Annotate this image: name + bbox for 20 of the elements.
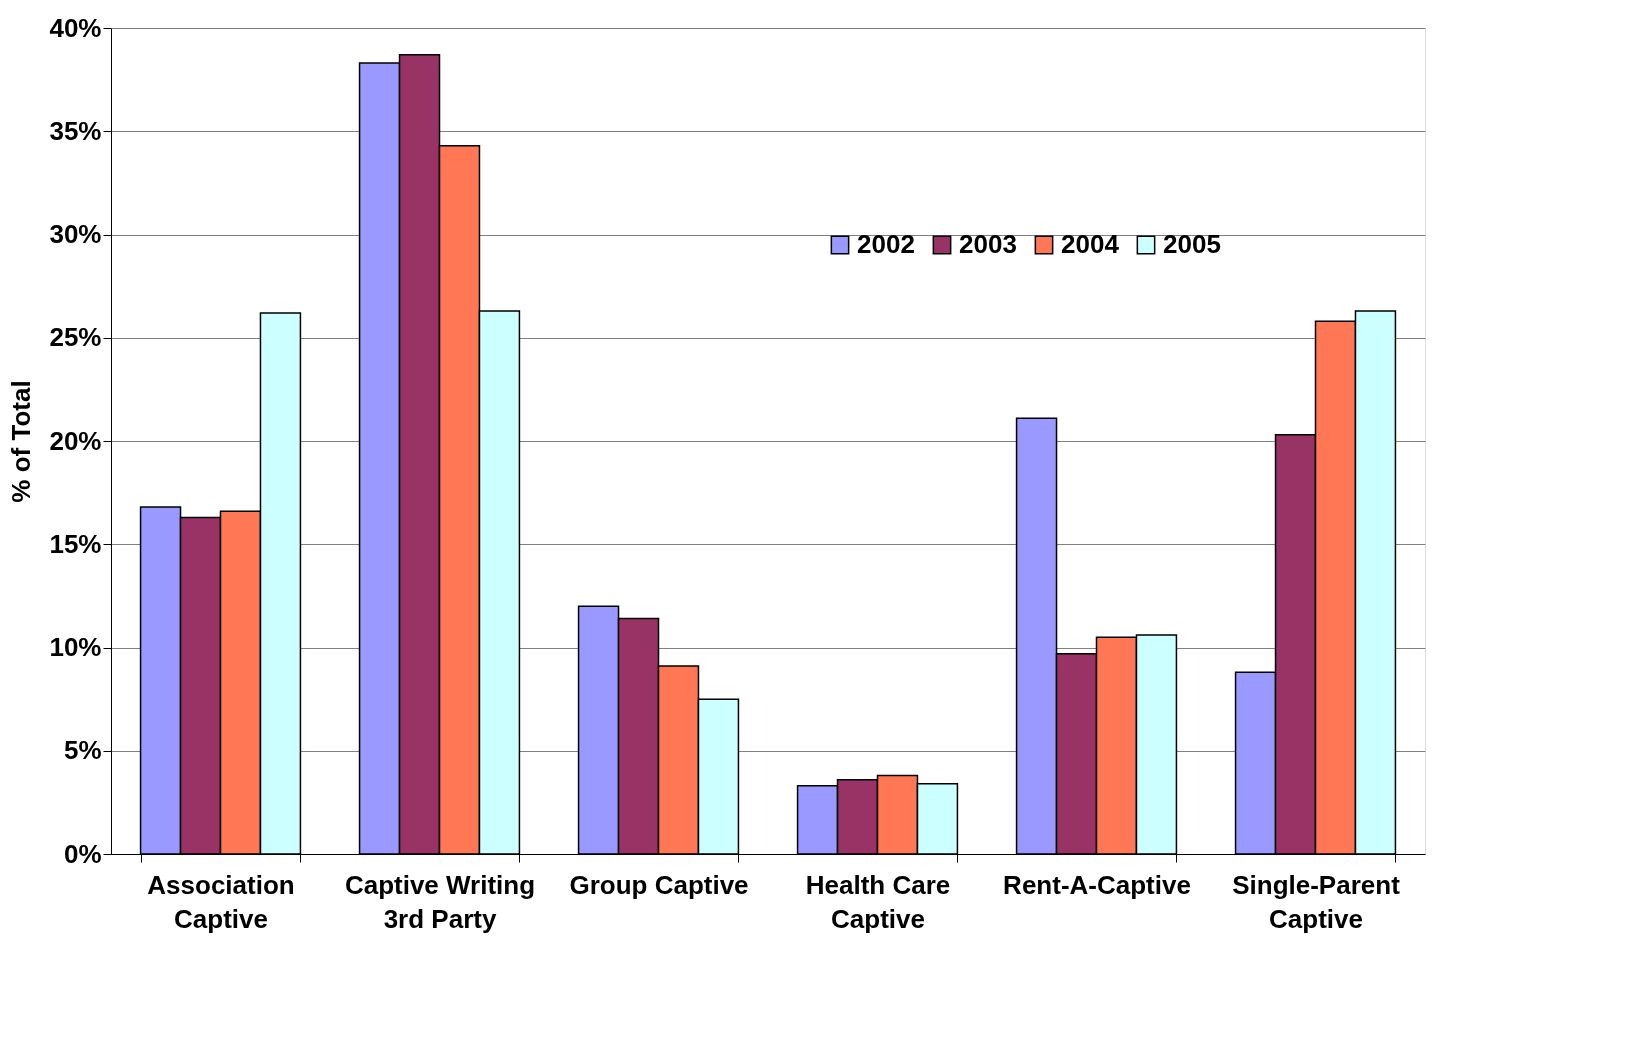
y-axis-title: % of Total	[6, 380, 37, 503]
x-tick-label: Association Captive	[147, 869, 295, 934]
y-tick-label: 0%	[63, 838, 102, 869]
y-tick-label: 5%	[63, 735, 102, 766]
x-tick-label: Rent-A-Captive	[1003, 869, 1191, 900]
legend-label: 2005	[1163, 229, 1221, 259]
y-tick-label: 25%	[49, 322, 102, 353]
x-tick-label: Captive Writing 3rd Party	[344, 869, 536, 934]
legend-label: 2003	[959, 229, 1017, 259]
legend-label: 2002	[857, 229, 915, 259]
y-tick-label: 35%	[49, 115, 102, 146]
x-tick-label: Health Care Captive	[805, 869, 951, 934]
y-tick-label: 20%	[49, 425, 102, 456]
x-tick-label: Group Captive	[569, 869, 749, 900]
y-tick-label: 30%	[49, 219, 102, 249]
y-tick-label: 10%	[49, 632, 102, 662]
x-tick-label: Single-Parent Captive	[1232, 869, 1401, 934]
legend-label: 2004	[1061, 229, 1120, 259]
y-tick-label: 15%	[49, 528, 102, 559]
y-tick-label: 40%	[49, 12, 102, 43]
